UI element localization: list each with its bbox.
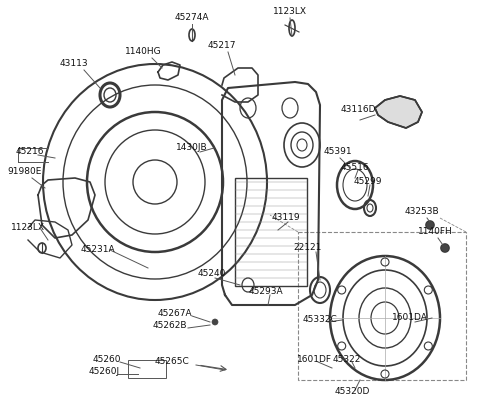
Text: 45320D: 45320D	[334, 387, 370, 396]
Text: 1140HG: 1140HG	[125, 48, 161, 57]
Bar	[128, 360, 166, 378]
Text: 45231A: 45231A	[81, 246, 115, 255]
Text: 45260: 45260	[93, 356, 121, 364]
Text: 22121: 22121	[294, 244, 322, 252]
Text: 91980E: 91980E	[8, 168, 42, 177]
Ellipse shape	[212, 319, 218, 325]
Polygon shape	[375, 96, 422, 128]
Text: 45516: 45516	[341, 162, 369, 172]
Text: 43119: 43119	[272, 213, 300, 223]
Ellipse shape	[427, 222, 433, 228]
Text: 1140FH: 1140FH	[418, 227, 452, 236]
Text: 45262B: 45262B	[153, 322, 187, 330]
Text: 45217: 45217	[208, 42, 236, 50]
Text: 45216: 45216	[16, 147, 44, 156]
Text: 45260J: 45260J	[88, 368, 120, 377]
Bar	[298, 232, 466, 380]
Text: 43253B: 43253B	[405, 208, 439, 217]
Text: 45267A: 45267A	[158, 309, 192, 318]
Text: 43116D: 43116D	[340, 105, 376, 114]
Text: 1601DA: 1601DA	[392, 314, 428, 322]
Text: 45274A: 45274A	[175, 13, 209, 23]
Text: 45293A: 45293A	[249, 288, 283, 297]
Text: 1601DF: 1601DF	[297, 356, 332, 364]
Text: 45265C: 45265C	[155, 358, 190, 366]
Ellipse shape	[426, 221, 434, 229]
Text: 45322: 45322	[333, 356, 361, 364]
Text: 1123LX: 1123LX	[273, 8, 307, 17]
Text: 43113: 43113	[60, 59, 88, 69]
Bar	[235, 178, 307, 286]
Text: 45240: 45240	[198, 269, 226, 278]
Text: 45299: 45299	[354, 177, 382, 187]
Ellipse shape	[442, 245, 448, 251]
Text: 45391: 45391	[324, 147, 352, 156]
Text: 1430JB: 1430JB	[176, 143, 208, 152]
Text: 45332C: 45332C	[302, 316, 337, 324]
Text: 1123LX: 1123LX	[11, 223, 45, 232]
Ellipse shape	[441, 244, 449, 252]
